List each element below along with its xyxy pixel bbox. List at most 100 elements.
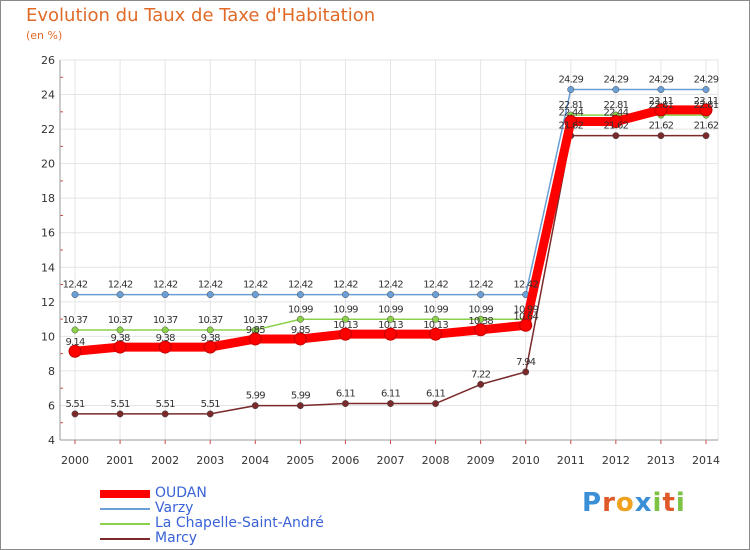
data-label: 5.51 [111, 399, 131, 410]
logo-letter: i [675, 488, 686, 518]
y-tick-label: 16 [41, 227, 55, 240]
data-label: 10.99 [423, 304, 448, 315]
data-label: 22.81 [649, 100, 674, 111]
data-label: 9.85 [291, 325, 311, 336]
data-point [251, 402, 259, 410]
data-point [657, 86, 665, 93]
logo-letter: r [602, 488, 616, 518]
data-label: 10.13 [423, 320, 448, 331]
data-label: 12.42 [468, 280, 493, 291]
x-tick-label: 2008 [422, 454, 450, 467]
data-point [702, 132, 710, 140]
y-tick-label: 4 [48, 434, 55, 447]
x-tick-label: 2006 [331, 454, 359, 467]
data-point [699, 103, 713, 117]
y-tick-label: 18 [41, 192, 55, 205]
data-point [68, 344, 82, 358]
data-point [116, 326, 124, 334]
proxiti-logo: Proxiti [582, 488, 686, 518]
data-label: 10.99 [333, 304, 358, 315]
data-label: 24.29 [604, 75, 629, 86]
data-label: 10.37 [198, 315, 223, 326]
data-label: 5.51 [156, 399, 176, 410]
legend-label-oudan: OUDAN [155, 485, 207, 501]
data-point [158, 340, 172, 354]
logo-letter: o [615, 488, 635, 518]
data-label: 5.99 [291, 391, 311, 402]
data-label: 6.11 [381, 389, 401, 400]
data-point [429, 327, 443, 341]
data-point [71, 291, 79, 299]
y-tick-label: 10 [41, 330, 55, 343]
data-label: 12.42 [153, 280, 178, 291]
data-point [161, 326, 169, 334]
legend-label-marcy: Marcy [155, 530, 198, 546]
chart-title: Evolution du Taux de Taxe d'Habitation [26, 5, 376, 26]
data-point [522, 368, 530, 376]
x-tick-label: 2012 [602, 454, 630, 467]
x-tick-label: 2009 [467, 454, 495, 467]
legend-swatch-varzy [100, 507, 150, 510]
legend-label-la-chapelle: La Chapelle-Saint-André [155, 515, 324, 531]
data-label: 9.38 [111, 333, 131, 344]
data-label: 10.38 [468, 316, 493, 327]
data-point [161, 291, 169, 299]
data-label: 9.85 [246, 325, 266, 336]
data-point [564, 114, 578, 128]
x-tick-label: 2011 [557, 454, 585, 467]
logo-letter: x [634, 488, 653, 518]
data-label: 5.51 [65, 399, 85, 410]
data-point [387, 315, 394, 323]
data-point [206, 326, 214, 334]
x-tick-label: 2004 [241, 454, 269, 467]
data-point [477, 291, 485, 299]
data-point [702, 86, 710, 93]
data-label: 21.62 [604, 121, 629, 132]
data-point [654, 103, 668, 117]
data-label: 7.22 [471, 369, 491, 380]
data-label: 6.11 [336, 389, 356, 400]
data-label: 9.38 [201, 333, 221, 344]
data-label: 21.62 [694, 121, 719, 132]
data-point [296, 315, 304, 323]
data-label: 24.29 [558, 75, 583, 86]
legend: OUDAN Varzy La Chapelle-Saint-André Marc… [100, 486, 324, 546]
data-label: 10.99 [378, 304, 403, 315]
data-point [296, 402, 304, 410]
data-point [477, 380, 485, 388]
data-point [612, 132, 620, 140]
y-tick-label: 26 [41, 54, 55, 67]
data-point [657, 132, 665, 140]
y-tick-label: 12 [41, 296, 55, 309]
data-point [612, 86, 620, 93]
data-label: 10.37 [108, 315, 133, 326]
data-point [387, 291, 394, 299]
legend-swatch-marcy [100, 537, 150, 540]
x-tick-label: 2002 [151, 454, 179, 467]
data-point [116, 291, 124, 299]
data-label: 5.99 [246, 391, 266, 402]
legend-item-marcy: Marcy [100, 531, 324, 546]
data-label: 10.37 [63, 315, 88, 326]
data-point [71, 326, 79, 334]
data-label: 12.42 [243, 280, 268, 291]
data-label: 23.11 [694, 96, 719, 107]
data-point [203, 340, 217, 354]
data-label: 10.99 [468, 304, 493, 315]
data-point [341, 315, 349, 323]
data-point [296, 291, 304, 299]
data-label: 10.64 [513, 311, 538, 322]
data-label: 22.81 [694, 100, 719, 111]
y-tick-label: 6 [48, 399, 55, 412]
data-point [432, 291, 440, 299]
data-point [71, 410, 79, 418]
data-point [248, 332, 262, 346]
legend-item-varzy: Varzy [100, 501, 324, 516]
data-label: 7.94 [516, 357, 536, 368]
data-label: 24.29 [694, 75, 719, 86]
legend-swatch-oudan [100, 489, 150, 498]
data-label: 12.42 [108, 280, 133, 291]
data-point [609, 114, 623, 128]
data-point [206, 291, 214, 299]
data-label: 12.42 [423, 280, 448, 291]
